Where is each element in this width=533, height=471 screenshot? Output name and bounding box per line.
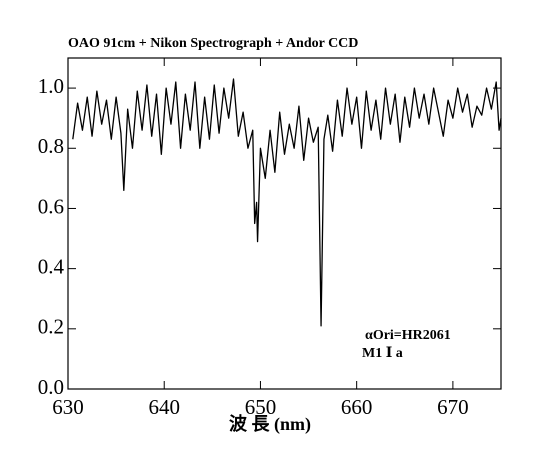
chart-title: OAO 91cm + Nikon Spectrograph + Andor CC… — [68, 36, 358, 51]
x-tick-label: 650 — [245, 395, 277, 419]
y-tick-label: 0.0 — [38, 375, 64, 399]
y-tick-label: 1.0 — [38, 74, 64, 98]
spectrum-line — [72, 78, 502, 327]
plot-frame — [67, 57, 502, 390]
annotation: αOri=HR2061 — [365, 328, 451, 343]
x-tick-label: 630 — [52, 395, 84, 419]
x-axis-label: 波 長 (nm) — [229, 413, 311, 435]
annotation: M1 Ⅰ a — [362, 346, 403, 361]
y-tick-label: 0.6 — [38, 194, 64, 218]
y-tick-label: 0.8 — [38, 134, 64, 158]
x-tick-label: 670 — [437, 395, 469, 419]
x-tick-label: 660 — [341, 395, 373, 419]
x-tick-label: 640 — [148, 395, 180, 419]
y-tick-label: 0.2 — [38, 315, 64, 339]
y-tick-label: 0.4 — [38, 254, 65, 278]
